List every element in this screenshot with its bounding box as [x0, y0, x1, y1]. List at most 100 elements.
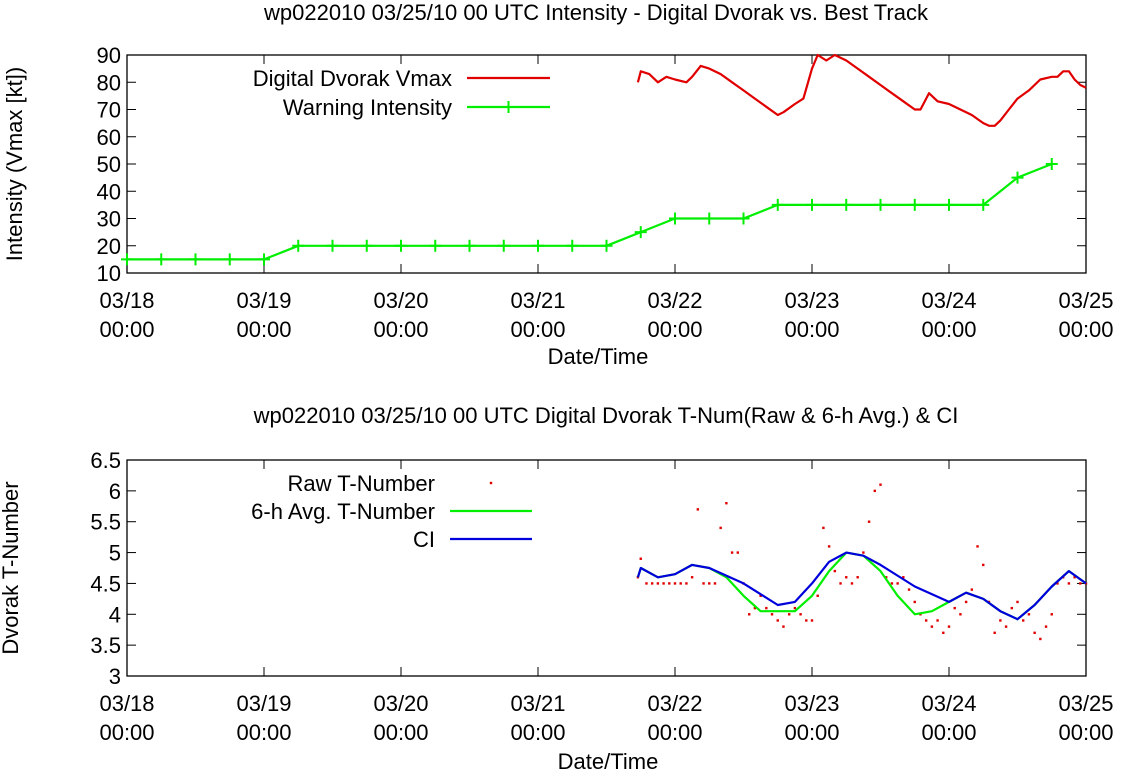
data-point — [867, 520, 871, 523]
y-tick-label: 50 — [97, 152, 121, 177]
series-layer — [121, 53, 1087, 266]
data-point-marker — [566, 239, 579, 252]
data-point — [993, 631, 996, 634]
y-tick-label: 4 — [109, 602, 121, 627]
data-point — [959, 613, 962, 616]
x-tick-time: 00:00 — [647, 720, 702, 745]
data-point — [879, 483, 882, 486]
data-point — [845, 576, 848, 579]
data-point — [1010, 606, 1013, 610]
data-point-marker — [977, 198, 990, 211]
t-number-chart: wp022010 03/25/10 00 UTC Digital Dvorak … — [0, 403, 1114, 771]
data-point — [1084, 582, 1088, 585]
data-point-marker — [121, 253, 133, 266]
x-tick-date: 03/25 — [1058, 691, 1113, 716]
y-tick-label: 5 — [109, 541, 121, 566]
y-tick-label: 60 — [97, 125, 121, 150]
legend: Raw T-Number 6-h Avg. T-Number CI — [251, 471, 532, 552]
data-point — [856, 576, 859, 579]
y-tick-label: 10 — [97, 261, 121, 286]
y-axis-label: Dvorak T-Number — [0, 481, 23, 654]
data-point — [719, 526, 722, 530]
data-point — [787, 613, 791, 616]
data-point — [793, 606, 797, 610]
x-tick-date: 03/24 — [921, 691, 976, 716]
series-line-warning-intensity — [127, 162, 1053, 261]
y-tick-label: 5.5 — [90, 510, 121, 535]
legend-label: Digital Dvorak Vmax — [253, 66, 452, 91]
x-tick-time: 00:00 — [784, 317, 839, 342]
x-tick-time: 00:00 — [1058, 720, 1113, 745]
data-point-marker — [669, 212, 681, 225]
x-tick-date: 03/19 — [236, 288, 291, 313]
legend: Digital Dvorak Vmax Warning Intensity — [253, 66, 550, 120]
data-point — [907, 588, 911, 591]
data-point — [673, 582, 677, 585]
data-point — [1050, 613, 1053, 616]
data-point — [685, 582, 688, 585]
series-line-ci — [636, 551, 1087, 621]
data-point — [1004, 625, 1008, 628]
y-axis-label: Intensity (Vmax [kt]) — [2, 67, 27, 261]
data-point-marker — [634, 226, 647, 239]
data-point — [656, 582, 660, 585]
data-point-marker — [1045, 158, 1058, 170]
legend-label: CI — [413, 527, 435, 552]
data-point — [759, 594, 762, 597]
data-point — [890, 582, 894, 585]
data-point — [730, 551, 734, 554]
y-tick-label: 3 — [109, 664, 121, 689]
series-line-6-h-avg-t-number — [636, 551, 1087, 621]
y-ticks: 3 3.5 4 4.5 5 5.5 6 6.5 — [90, 448, 1086, 689]
x-tick-time: 00:00 — [510, 317, 565, 342]
x-ticks: 03/18 00:00 03/19 00:00 03/20 00:00 03/21 00:00… — [99, 460, 1114, 745]
data-point — [776, 619, 779, 622]
data-point — [953, 606, 956, 610]
data-point — [748, 613, 751, 616]
data-point — [736, 551, 739, 554]
data-point — [873, 489, 876, 493]
data-point-marker — [737, 212, 750, 225]
plot-frame — [126, 459, 1087, 677]
data-point-marker — [497, 239, 510, 252]
x-tick-date: 03/18 — [99, 691, 154, 716]
legend-swatch — [489, 481, 493, 485]
data-point-marker — [908, 198, 921, 211]
data-point — [976, 545, 979, 548]
data-point — [1039, 637, 1042, 641]
data-point — [1027, 613, 1031, 616]
chart-title: wp022010 03/25/10 00 UTC Digital Dvorak … — [253, 403, 959, 428]
x-axis-label: Date/Time — [558, 749, 659, 771]
data-point-marker — [258, 253, 270, 266]
x-tick-time: 00:00 — [1058, 317, 1113, 342]
intensity-chart: wp022010 03/25/10 00 UTC Intensity - Dig… — [2, 0, 1114, 369]
x-tick-date: 03/23 — [784, 288, 839, 313]
data-point-marker — [189, 253, 202, 266]
data-point — [885, 576, 888, 579]
x-tick-date: 03/25 — [1058, 288, 1113, 313]
data-point — [970, 588, 974, 591]
data-point-marker — [395, 239, 407, 252]
x-tick-date: 03/22 — [647, 288, 702, 313]
data-point-marker — [360, 239, 373, 252]
x-tick-date: 03/21 — [510, 288, 565, 313]
data-point — [930, 625, 934, 628]
data-point-marker — [840, 198, 853, 211]
data-point — [942, 631, 945, 634]
legend-label: Raw T-Number — [287, 471, 435, 496]
data-point — [999, 619, 1002, 622]
data-point-marker — [223, 253, 236, 266]
data-point — [1079, 582, 1082, 585]
data-point — [822, 526, 825, 530]
data-point — [662, 582, 665, 585]
data-point — [896, 582, 899, 585]
x-ticks: 03/18 00:00 03/19 00:00 03/20 00:00 03/21 00:00… — [99, 55, 1114, 342]
x-tick-time: 00:00 — [373, 317, 428, 342]
data-point — [696, 508, 700, 511]
y-tick-label: 40 — [97, 179, 121, 204]
data-point-marker — [600, 239, 613, 252]
data-point — [668, 582, 671, 585]
data-point — [964, 600, 968, 604]
